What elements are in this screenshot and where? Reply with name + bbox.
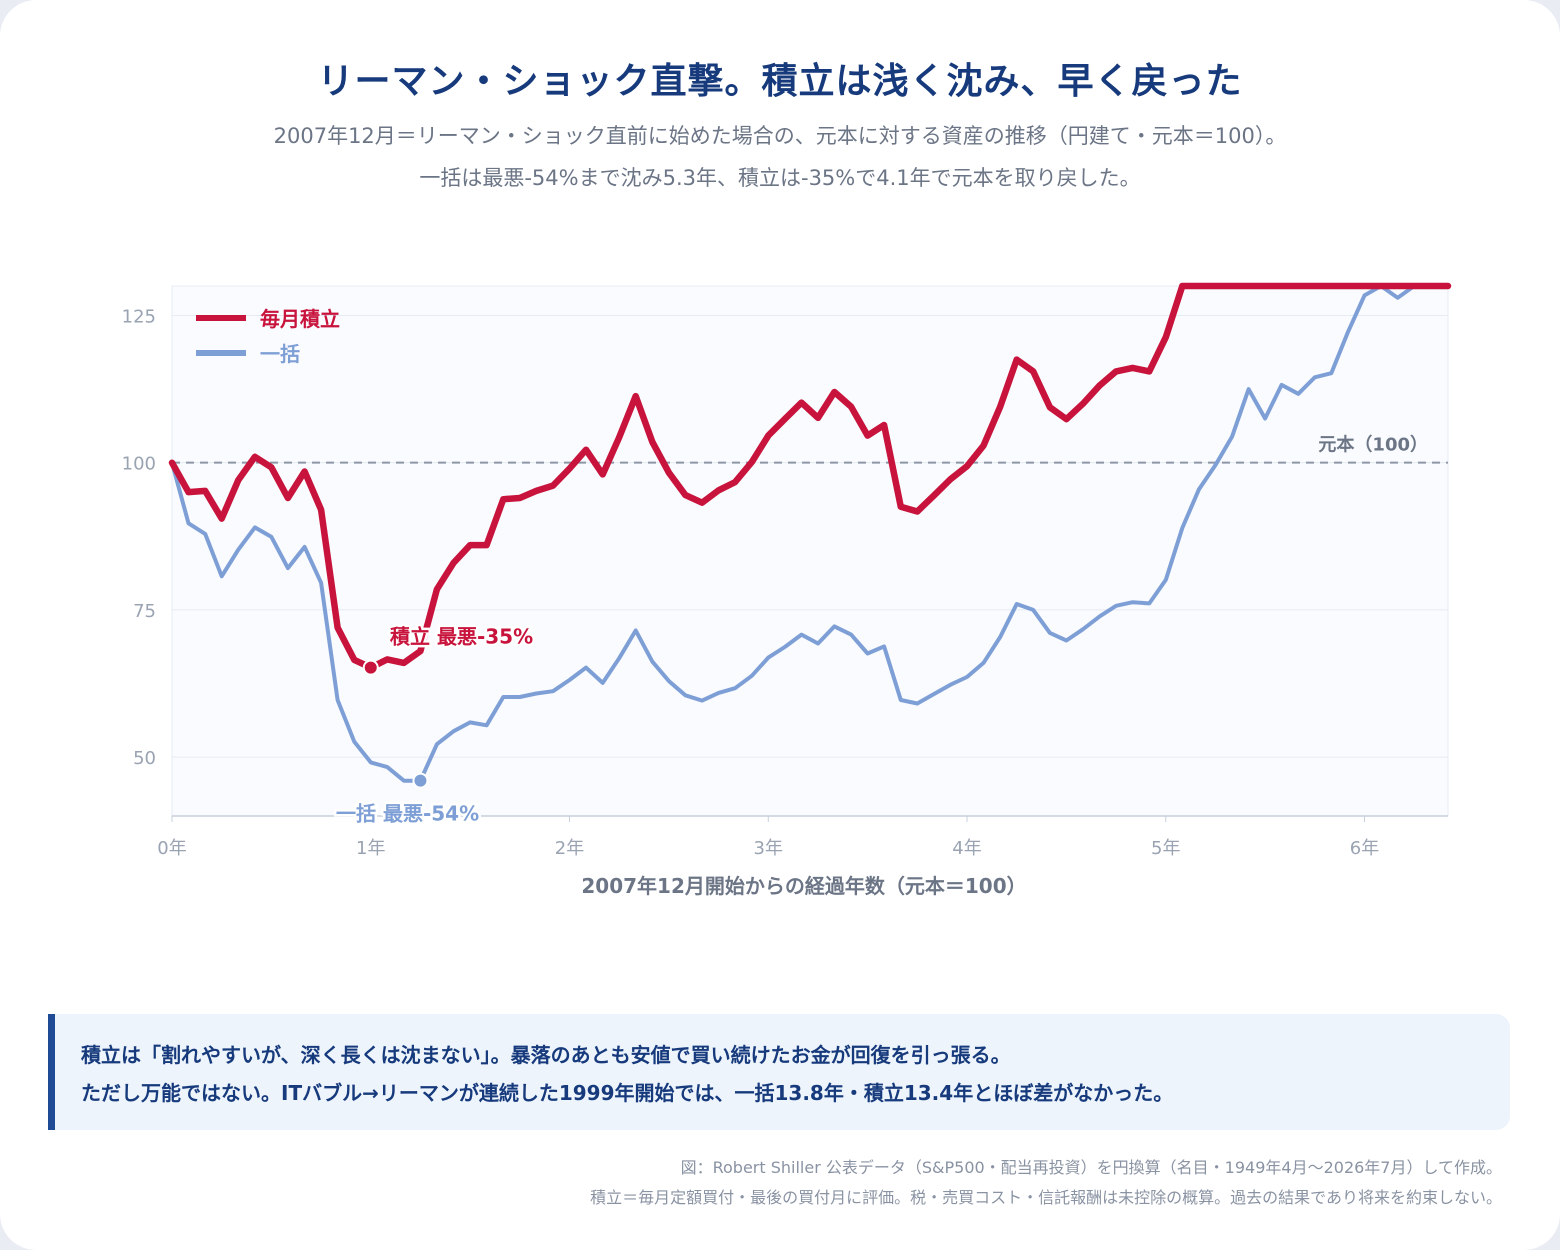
subtitle-line-2: 一括は最悪-54%まで沈み5.3年、積立は-35%で4.1年で元本を取り戻した。 [419,166,1141,190]
reference-line-group: 元本（100） [172,434,1448,464]
legend-label-tsumitate: 毎月積立 [260,307,340,331]
series-lines [168,282,1452,783]
x-tick-label: 0年 [157,838,186,859]
x-tick-label: 1年 [356,838,385,859]
callout-line-1: 積立は「割れやすいが、深く長くは沈まない」。暴落のあとも安値で買い続けたお金が回… [81,1043,1011,1067]
x-tick-label: 2年 [555,838,584,859]
series-line-ikkatsu [170,284,1417,783]
plot-background [171,285,1449,817]
annotations: 積立 最悪-35% 一括 最悪-54% [334,622,536,828]
y-tick-label: 100 [122,454,156,475]
x-tick-label: 5年 [1151,838,1180,859]
y-tick-label: 75 [133,601,156,622]
annotation-label: 一括 最悪-54% [336,802,479,826]
x-tick-label: 3年 [754,838,783,859]
axis-ticks: 50 75 100 125 0年 1年 2年 3年 4年 5年 6年 [122,306,1448,859]
footnote-line-2: 積立＝毎月定額買付・最後の買付月に評価。税・売買コスト・信託報酬は未控除の概算。… [590,1188,1502,1207]
x-axis-label: 2007年12月開始からの経過年数（元本＝100） [581,874,1026,898]
subtitle-line-1: 2007年12月＝リーマン・ショック直前に始めた場合の、元本に対する資産の推移（… [273,124,1287,148]
series-line-tsumitate [168,282,1452,671]
page-title: リーマン・ショック直撃。積立は浅く沈み、早く戻った [317,61,1243,102]
annotation-marker [362,659,379,676]
y-tick-label: 50 [133,748,156,769]
callout-box: 積立は「割れやすいが、深く長くは沈まない」。暴落のあとも安値で買い続けたお金が回… [48,1014,1510,1130]
y-tick-label: 125 [122,306,156,327]
annotation-marker [412,772,429,789]
x-tick-label: 6年 [1350,838,1379,859]
x-tick-label: 4年 [952,838,981,859]
legend-label-ikkatsu: 一括 [260,342,300,366]
callout-line-2: ただし万能ではない。ITバブル→リーマンが連続した1999年開始では、一括13.… [81,1081,1174,1105]
footnote-line-1: 図：Robert Shiller 公表データ（S&P500・配当再投資）を円換算… [680,1158,1502,1177]
legend: 毎月積立 一括 [196,307,340,366]
reference-line-label: 元本（100） [1318,434,1428,456]
annotation-label: 積立 最悪-35% [390,625,533,649]
